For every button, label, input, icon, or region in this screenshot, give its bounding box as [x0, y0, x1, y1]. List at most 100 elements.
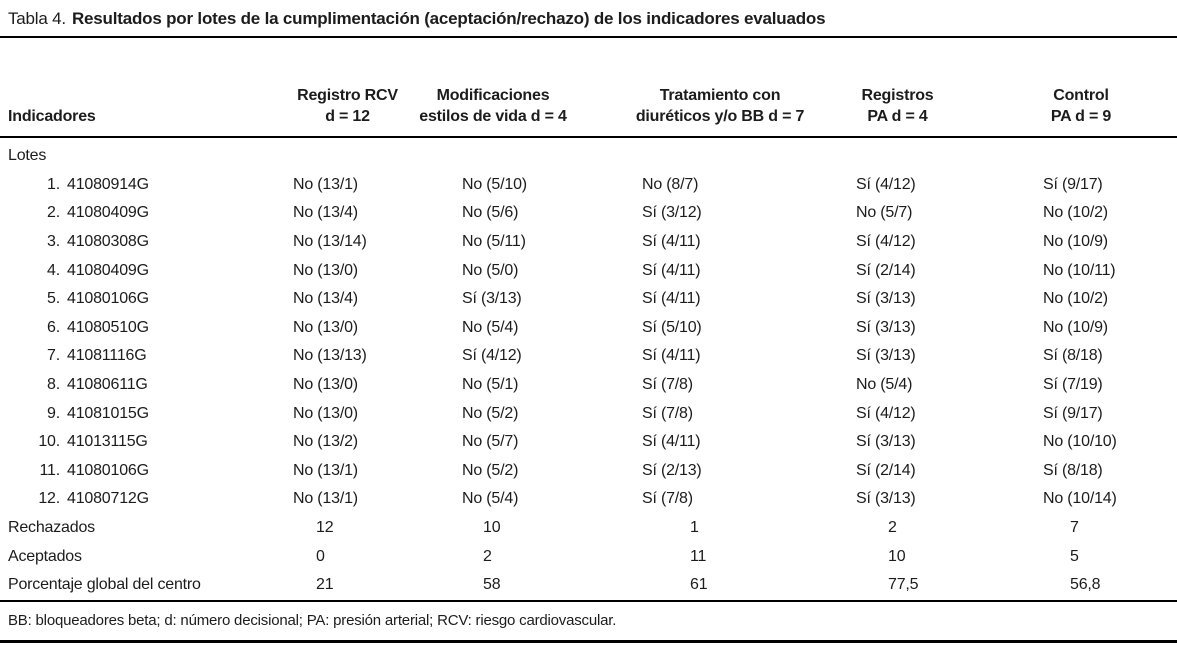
- lot-indicator-cell: 3. 41080308G: [0, 233, 265, 251]
- cell-registros-pa: Sí (4/12): [856, 233, 916, 251]
- column-header-control-pa: Control PA d = 9: [1050, 87, 1112, 125]
- cell-control-pa: Sí (9/17): [1043, 175, 1103, 193]
- table-body: Lotes 1. 41080914G No (13/1) No (5/10) No…: [0, 138, 1177, 600]
- cell-tratamiento: Sí (2/13): [642, 461, 702, 479]
- summary-registro-rcv: 21: [316, 576, 334, 594]
- lot-code: 41013115G: [67, 433, 148, 451]
- column-header-indicadores: Indicadores: [8, 108, 96, 125]
- summary-row: Rechazados 12 10 1 2 7: [0, 514, 1177, 543]
- cell-registro-rcv: No (13/0): [293, 318, 358, 336]
- cell-registros-pa: Sí (3/13): [856, 347, 916, 365]
- cell-control-pa: Sí (7/19): [1043, 376, 1103, 394]
- summary-row: Porcentaje global del centro 21 58 61 77…: [0, 571, 1177, 600]
- summary-control-pa: 5: [1070, 547, 1079, 565]
- summary-registros-pa: 10: [888, 547, 906, 565]
- lot-row: 8. 41080611G No (13/0) No (5/1) Sí (7/8) …: [0, 371, 1177, 400]
- lot-row: 4. 41080409G No (13/0) No (5/0) Sí (4/11)…: [0, 256, 1177, 285]
- cell-registros-pa: Sí (3/13): [856, 290, 916, 308]
- cell-registro-rcv: No (13/14): [293, 233, 367, 251]
- table-caption: Tabla 4. Resultados por lotes de la cumpl…: [0, 0, 1177, 38]
- cell-registros-pa: Sí (2/14): [856, 461, 916, 479]
- lot-number: 8.: [47, 376, 60, 394]
- cell-registro-rcv: No (13/0): [293, 376, 358, 394]
- summary-tratamiento: 61: [690, 576, 708, 594]
- cell-modificaciones: No (5/7): [462, 433, 519, 451]
- group-label-row: Lotes: [0, 142, 1177, 171]
- cell-tratamiento: Sí (4/11): [642, 347, 701, 365]
- cell-tratamiento: Sí (4/11): [642, 233, 701, 251]
- cell-modificaciones: No (5/4): [462, 318, 519, 336]
- cell-tratamiento: Sí (4/11): [642, 290, 701, 308]
- cell-control-pa: No (10/11): [1043, 261, 1116, 279]
- cell-modificaciones: No (5/1): [462, 376, 519, 394]
- cell-modificaciones: No (5/2): [462, 461, 519, 479]
- summary-registros-pa: 2: [888, 519, 897, 537]
- lot-indicator-cell: 5. 41080106G: [0, 290, 265, 308]
- lot-number: 4.: [47, 261, 60, 279]
- lot-code: 41080914G: [67, 175, 149, 193]
- cell-registros-pa: Sí (3/13): [856, 318, 916, 336]
- lot-indicator-cell: 9. 41081015G: [0, 405, 265, 423]
- cell-control-pa: Sí (8/18): [1043, 347, 1103, 365]
- cell-registros-pa: No (5/4): [856, 376, 913, 394]
- cell-registros-pa: Sí (3/13): [856, 490, 916, 508]
- cell-modificaciones: No (5/4): [462, 490, 519, 508]
- lot-row: 3. 41080308G No (13/14) No (5/11) Sí (4/1…: [0, 228, 1177, 257]
- lot-row: 11. 41080106G No (13/1) No (5/2) Sí (2/13…: [0, 457, 1177, 486]
- summary-modificaciones: 58: [483, 576, 501, 594]
- summary-registros-pa: 77,5: [888, 576, 919, 594]
- column-header-modificaciones: Modificaciones estilos de vida d = 4: [419, 87, 567, 125]
- cell-control-pa: Sí (8/18): [1043, 461, 1103, 479]
- lot-number: 11.: [39, 461, 61, 479]
- cell-modificaciones: Sí (3/13): [462, 290, 522, 308]
- table-title-text: Resultados por lotes de la cumplimentaci…: [71, 9, 826, 28]
- lot-indicator-cell: 11. 41080106G: [0, 462, 265, 480]
- cell-control-pa: No (10/9): [1043, 318, 1108, 336]
- cell-modificaciones: No (5/2): [462, 404, 519, 422]
- cell-control-pa: Sí (9/17): [1043, 404, 1103, 422]
- cell-tratamiento: No (8/7): [642, 175, 699, 193]
- cell-registro-rcv: No (13/1): [293, 490, 358, 508]
- lot-row: 5. 41080106G No (13/4) Sí (3/13) Sí (4/11…: [0, 285, 1177, 314]
- cell-registro-rcv: No (13/1): [293, 461, 358, 479]
- lot-code: 41080106G: [67, 290, 149, 308]
- lot-number: 3.: [47, 233, 60, 251]
- lot-row: 2. 41080409G No (13/4) No (5/6) Sí (3/12)…: [0, 199, 1177, 228]
- summary-label: Porcentaje global del centro: [8, 576, 201, 594]
- lot-row: 1. 41080914G No (13/1) No (5/10) No (8/7)…: [0, 171, 1177, 200]
- lot-number: 1.: [47, 175, 60, 193]
- summary-label: Rechazados: [8, 519, 95, 537]
- lot-indicator-cell: 8. 41080611G: [0, 376, 265, 394]
- cell-modificaciones: No (5/0): [462, 261, 519, 279]
- lot-indicator-cell: 6. 41080510G: [0, 319, 265, 337]
- lot-code: 41080409G: [67, 204, 149, 222]
- cell-modificaciones: No (5/11): [462, 233, 526, 251]
- cell-modificaciones: No (5/6): [462, 204, 519, 222]
- lot-row: 6. 41080510G No (13/0) No (5/4) Sí (5/10)…: [0, 314, 1177, 343]
- cell-registro-rcv: No (13/4): [293, 204, 358, 222]
- summary-control-pa: 7: [1070, 519, 1079, 537]
- cell-tratamiento: Sí (7/8): [642, 404, 693, 422]
- lot-code: 41080611G: [67, 376, 148, 394]
- lot-row: 7. 41081116G No (13/13) Sí (4/12) Sí (4/1…: [0, 342, 1177, 371]
- cell-registros-pa: Sí (4/12): [856, 404, 916, 422]
- group-label: Lotes: [8, 147, 47, 165]
- lot-code: 41080106G: [67, 461, 149, 479]
- cell-tratamiento: Sí (4/11): [642, 433, 701, 451]
- cell-tratamiento: Sí (7/8): [642, 490, 693, 508]
- summary-registro-rcv: 12: [316, 519, 334, 537]
- cell-modificaciones: Sí (4/12): [462, 347, 522, 365]
- cell-tratamiento: Sí (7/8): [642, 376, 693, 394]
- lot-number: 10.: [38, 433, 60, 451]
- column-header-registros-pa: Registros PA d = 4: [861, 87, 934, 125]
- cell-registro-rcv: No (13/2): [293, 433, 358, 451]
- table-number-label: Tabla 4.: [8, 9, 66, 28]
- summary-modificaciones: 10: [483, 519, 501, 537]
- lot-code: 41080510G: [67, 318, 149, 336]
- lot-number: 12.: [38, 490, 60, 508]
- lot-code: 41080712G: [67, 490, 149, 508]
- lot-code: 41081015G: [67, 404, 149, 422]
- lot-number: 7.: [47, 347, 60, 365]
- table-header-row: Indicadores Registro RCV d = 12 Modifica…: [0, 38, 1177, 138]
- lot-number: 2.: [47, 204, 60, 222]
